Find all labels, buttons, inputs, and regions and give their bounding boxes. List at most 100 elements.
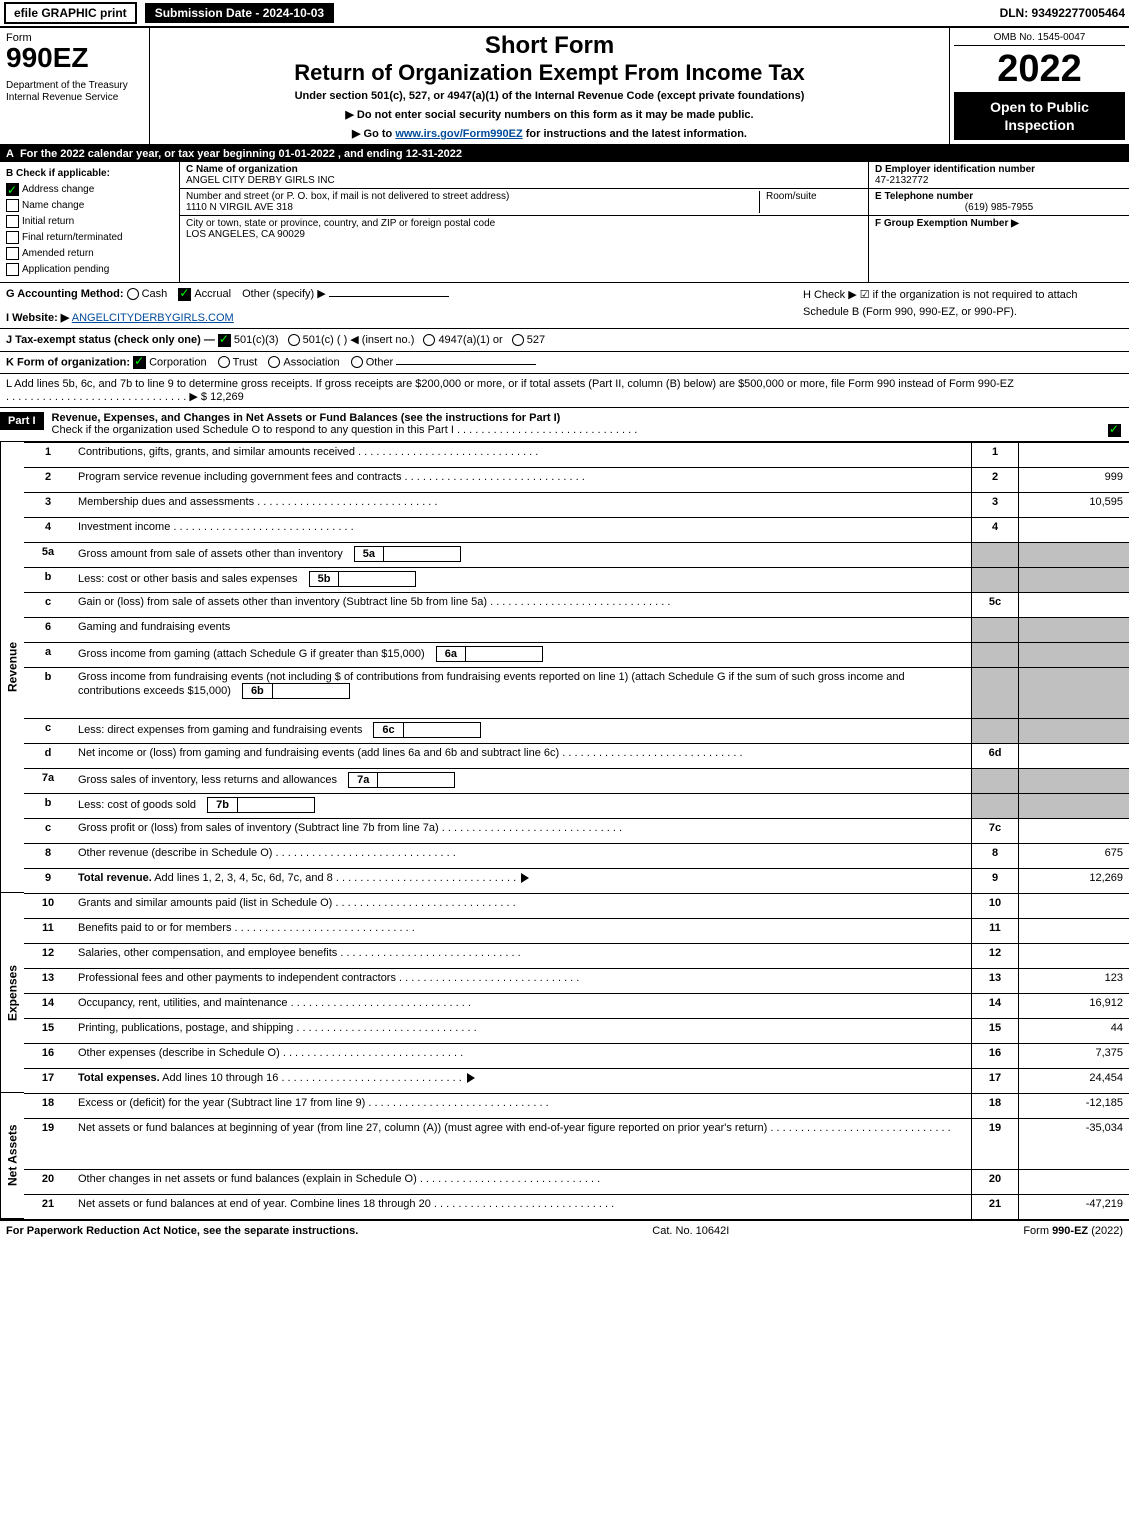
- line-8-number: 8: [24, 843, 72, 868]
- line-17-value: 24,454: [1019, 1068, 1129, 1093]
- part-i-header-row: Part I Revenue, Expenses, and Changes in…: [0, 408, 1129, 442]
- section-d-e-f: D Employer identification number 47-2132…: [869, 162, 1129, 282]
- line-12-refno: 12: [971, 943, 1019, 968]
- line-5a-refno: [971, 542, 1019, 567]
- line-11-number: 11: [24, 918, 72, 943]
- chk-final-return[interactable]: Final return/terminated: [6, 230, 173, 246]
- line-c-value: [1019, 592, 1129, 617]
- chk-amended-return[interactable]: Amended return: [6, 246, 173, 262]
- line-b-desc: Less: cost of goods sold 7b: [72, 793, 971, 818]
- line-7a-desc: Gross sales of inventory, less returns a…: [72, 768, 971, 793]
- line-b-number: b: [24, 667, 72, 718]
- radio-accrual[interactable]: [178, 288, 191, 301]
- chk-initial-return[interactable]: Initial return: [6, 214, 173, 230]
- g-accounting-method: G Accounting Method: Cash Accrual Other …: [6, 287, 795, 301]
- short-form-title: Short Form: [160, 32, 939, 60]
- line-21-number: 21: [24, 1194, 72, 1219]
- form-header: Form 990EZ Department of the Treasury In…: [0, 28, 1129, 146]
- d-ein-value: 47-2132772: [875, 175, 928, 186]
- line-16-value: 7,375: [1019, 1043, 1129, 1068]
- h-schedule-b: H Check ▶ ☑ if the organization is not r…: [803, 287, 1123, 324]
- line-c-desc: Gain or (loss) from sale of assets other…: [72, 592, 971, 617]
- line-14-desc: Occupancy, rent, utilities, and maintena…: [72, 993, 971, 1018]
- line-4-refno: 4: [971, 517, 1019, 542]
- radio-cash[interactable]: [127, 288, 139, 300]
- g-label: G Accounting Method:: [6, 288, 124, 300]
- line-2-number: 2: [24, 467, 72, 492]
- line-a-value: [1019, 642, 1129, 667]
- line-10-number: 10: [24, 893, 72, 918]
- line-12-value: [1019, 943, 1129, 968]
- i-label: I Website: ▶: [6, 312, 69, 324]
- chk-501c[interactable]: [288, 334, 300, 346]
- line-c-desc: Less: direct expenses from gaming and fu…: [72, 718, 971, 743]
- line-c-value: [1019, 818, 1129, 843]
- irs-link[interactable]: www.irs.gov/Form990EZ: [395, 128, 522, 140]
- side-label-net-assets: Net Assets: [0, 1093, 24, 1219]
- line-1-value: [1019, 442, 1129, 467]
- line-19-desc: Net assets or fund balances at beginning…: [72, 1118, 971, 1169]
- omb-number: OMB No. 1545-0047: [954, 32, 1125, 46]
- line-b-refno: [971, 567, 1019, 592]
- j-label: J Tax-exempt status (check only one) —: [6, 334, 215, 346]
- chk-trust[interactable]: [218, 356, 230, 368]
- top-bar: efile GRAPHIC print Submission Date - 20…: [0, 0, 1129, 28]
- line-20-number: 20: [24, 1169, 72, 1194]
- line-a-number: a: [24, 642, 72, 667]
- other-org-line[interactable]: [396, 364, 536, 365]
- chk-527[interactable]: [512, 334, 524, 346]
- chk-501c3[interactable]: [218, 334, 231, 347]
- line-7a-refno: [971, 768, 1019, 793]
- line-10-refno: 10: [971, 893, 1019, 918]
- efile-print-button[interactable]: efile GRAPHIC print: [4, 2, 137, 24]
- line-15-desc: Printing, publications, postage, and shi…: [72, 1018, 971, 1043]
- section-revenue: Revenue1Contributions, gifts, grants, an…: [0, 442, 1129, 893]
- chk-4947[interactable]: [423, 334, 435, 346]
- chk-address-change[interactable]: Address change: [6, 182, 173, 198]
- opt-other-org: Other: [366, 356, 394, 368]
- opt-501c3: 501(c)(3): [234, 334, 279, 346]
- line-c-refno: 7c: [971, 818, 1019, 843]
- l-amount: 12,269: [210, 391, 244, 403]
- line-c-desc: Gross profit or (loss) from sales of inv…: [72, 818, 971, 843]
- line-1-refno: 1: [971, 442, 1019, 467]
- chk-association[interactable]: [268, 356, 280, 368]
- line-16-refno: 16: [971, 1043, 1019, 1068]
- line-2-value: 999: [1019, 467, 1129, 492]
- line-16-desc: Other expenses (describe in Schedule O): [72, 1043, 971, 1068]
- line-14-number: 14: [24, 993, 72, 1018]
- chk-other-org[interactable]: [351, 356, 363, 368]
- other-input-line[interactable]: [329, 296, 449, 297]
- line-4-value: [1019, 517, 1129, 542]
- website-link[interactable]: ANGELCITYDERBYGIRLS.COM: [72, 312, 234, 324]
- section-net-assets: Net Assets18Excess or (deficit) for the …: [0, 1093, 1129, 1219]
- accrual-label: Accrual: [194, 288, 231, 300]
- line-19-refno: 19: [971, 1118, 1019, 1169]
- section-b-checkboxes: B Check if applicable: Address change Na…: [0, 162, 180, 282]
- submission-date-badge: Submission Date - 2024-10-03: [145, 3, 334, 23]
- chk-application-pending[interactable]: Application pending: [6, 262, 173, 278]
- e-phone-value: (619) 985-7955: [875, 202, 1123, 213]
- ssn-warning: ▶ Do not enter social security numbers o…: [160, 108, 939, 121]
- line-2-desc: Program service revenue including govern…: [72, 467, 971, 492]
- line-17-number: 17: [24, 1068, 72, 1093]
- part-i-schedule-o-check[interactable]: [1108, 424, 1121, 437]
- l-amount-prefix: ▶ $: [189, 391, 210, 403]
- org-city: LOS ANGELES, CA 90029: [186, 229, 862, 240]
- under-section-note: Under section 501(c), 527, or 4947(a)(1)…: [160, 90, 939, 102]
- line-4-desc: Investment income: [72, 517, 971, 542]
- line-18-value: -12,185: [1019, 1093, 1129, 1118]
- line-19-number: 19: [24, 1118, 72, 1169]
- line-12-desc: Salaries, other compensation, and employ…: [72, 943, 971, 968]
- line-8-refno: 8: [971, 843, 1019, 868]
- line-6-value: [1019, 617, 1129, 642]
- e-phone-label: E Telephone number: [875, 191, 973, 202]
- line-20-refno: 20: [971, 1169, 1019, 1194]
- chk-name-change[interactable]: Name change: [6, 198, 173, 214]
- opt-527: 527: [527, 334, 545, 346]
- line-21-desc: Net assets or fund balances at end of ye…: [72, 1194, 971, 1219]
- chk-corporation[interactable]: [133, 356, 146, 369]
- line-11-desc: Benefits paid to or for members: [72, 918, 971, 943]
- opt-corporation: Corporation: [149, 356, 206, 368]
- line-17-refno: 17: [971, 1068, 1019, 1093]
